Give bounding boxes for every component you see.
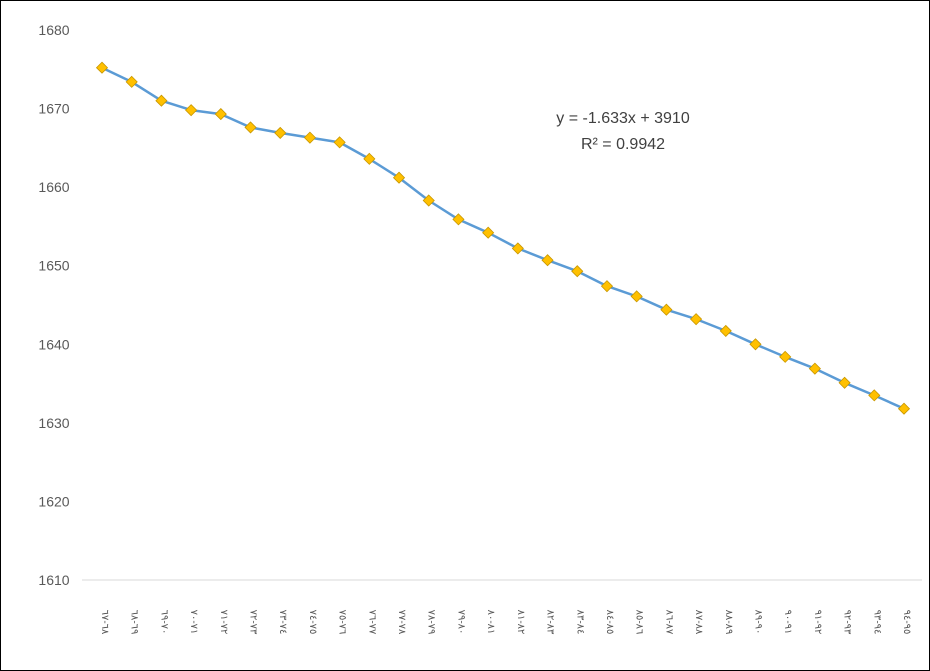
x-tick-label: ٨٧-٨٦ bbox=[663, 610, 674, 635]
data-point-marker bbox=[422, 194, 435, 207]
x-tick-label: ٧٤-٧٣ bbox=[277, 610, 288, 635]
trendline-annotation: y = -1.633x + 3910 R² = 0.9942 bbox=[556, 110, 690, 153]
x-tick-label: ٩٤-٩٣ bbox=[871, 610, 882, 635]
data-point-marker bbox=[630, 290, 643, 303]
y-axis: 1610 1620 1630 1640 1650 1660 1670 1680 bbox=[38, 22, 69, 588]
data-point-marker bbox=[303, 131, 316, 144]
y-tick-label: 1610 bbox=[38, 572, 69, 588]
data-point-marker bbox=[392, 171, 406, 184]
x-tick-label: ٨٤-٨٣ bbox=[574, 610, 585, 635]
y-tick-label: 1670 bbox=[38, 101, 69, 117]
x-tick-label: ٧٢-٧١ bbox=[218, 610, 229, 635]
x-tick-label: ٨٨-٨٧ bbox=[693, 610, 704, 635]
y-tick-label: 1650 bbox=[38, 258, 69, 274]
x-tick-label: ٧٨-٧٧ bbox=[396, 610, 407, 635]
data-point-marker bbox=[690, 313, 703, 326]
data-point-marker bbox=[363, 152, 376, 165]
x-tick-label: ٨٢-٨١ bbox=[515, 610, 526, 635]
data-point-marker bbox=[155, 94, 168, 107]
x-axis: ٦٨-٦٧ ٦٩-٦٨ ٧٠-٦٩ ٧١-٧٠ ٧٢-٧١ ٧٣-٧٢ ٧٤-٧٣ ٧٥-٧٤… bbox=[82, 579, 922, 635]
x-tick-label: ٧١-٧٠ bbox=[188, 610, 199, 635]
x-tick-label: ٩٣-٩٢ bbox=[842, 610, 853, 635]
x-tick-label: ٧٥-٧٤ bbox=[307, 610, 318, 635]
x-tick-label: ٧٠-٦٩ bbox=[158, 610, 169, 635]
trendline-equation: y = -1.633x + 3910 bbox=[556, 110, 690, 127]
y-tick-label: 1660 bbox=[38, 179, 69, 195]
data-point-marker bbox=[125, 75, 138, 88]
data-point-marker bbox=[482, 226, 495, 239]
x-tick-label: ٨٣-٨٢ bbox=[545, 610, 556, 635]
x-tick-label: ٨١-٨٠ bbox=[485, 610, 496, 635]
series-line bbox=[101, 66, 905, 410]
x-tick-label: ٨٥-٨٤ bbox=[604, 610, 615, 635]
data-point-marker bbox=[868, 389, 881, 402]
x-tick-label: ٨٩-٨٨ bbox=[723, 610, 734, 635]
x-tick-label: ٧٦-٧٥ bbox=[337, 610, 348, 635]
data-point-marker bbox=[274, 126, 287, 139]
y-tick-label: 1640 bbox=[38, 336, 69, 352]
data-point-marker bbox=[571, 265, 584, 278]
data-point-marker bbox=[95, 61, 109, 74]
data-point-marker bbox=[511, 242, 524, 255]
x-tick-label: ٧٧-٧٦ bbox=[366, 610, 377, 635]
x-tick-label: ٧٩-٧٨ bbox=[426, 610, 437, 635]
x-tick-label: ٨٦-٨٥ bbox=[634, 610, 645, 635]
y-tick-label: 1680 bbox=[38, 22, 69, 38]
data-point-marker bbox=[541, 254, 554, 267]
data-point-marker bbox=[185, 104, 198, 117]
series bbox=[95, 61, 911, 415]
x-tick-label: ٩٢-٩١ bbox=[812, 610, 823, 635]
data-point-marker bbox=[333, 136, 346, 149]
data-point-marker bbox=[452, 213, 465, 226]
data-point-marker bbox=[719, 324, 732, 337]
data-point-marker bbox=[660, 303, 673, 316]
x-tick-label: ٩١-٩٠ bbox=[782, 610, 793, 635]
x-tick-label: ٩٠-٨٩ bbox=[752, 610, 763, 635]
data-point-marker bbox=[808, 362, 821, 375]
x-tick-label: ٦٩-٦٨ bbox=[129, 610, 140, 635]
x-tick-label: ٩٥-٩٤ bbox=[901, 610, 912, 635]
x-tick-label: ٦٨-٦٧ bbox=[99, 610, 110, 635]
data-point-marker bbox=[749, 338, 762, 351]
data-point-marker bbox=[600, 280, 614, 293]
data-point-marker bbox=[779, 350, 792, 363]
data-point-marker bbox=[244, 121, 257, 134]
data-point-marker bbox=[838, 376, 851, 389]
x-tick-label: ٧٣-٧٢ bbox=[248, 610, 259, 635]
r-squared-label: R² = 0.9942 bbox=[581, 136, 665, 153]
y-tick-label: 1620 bbox=[38, 493, 69, 509]
data-point-marker bbox=[897, 402, 911, 415]
x-tick-label: ٨٠-٧٩ bbox=[455, 610, 466, 635]
data-point-marker bbox=[214, 108, 227, 121]
y-tick-label: 1630 bbox=[38, 415, 69, 431]
